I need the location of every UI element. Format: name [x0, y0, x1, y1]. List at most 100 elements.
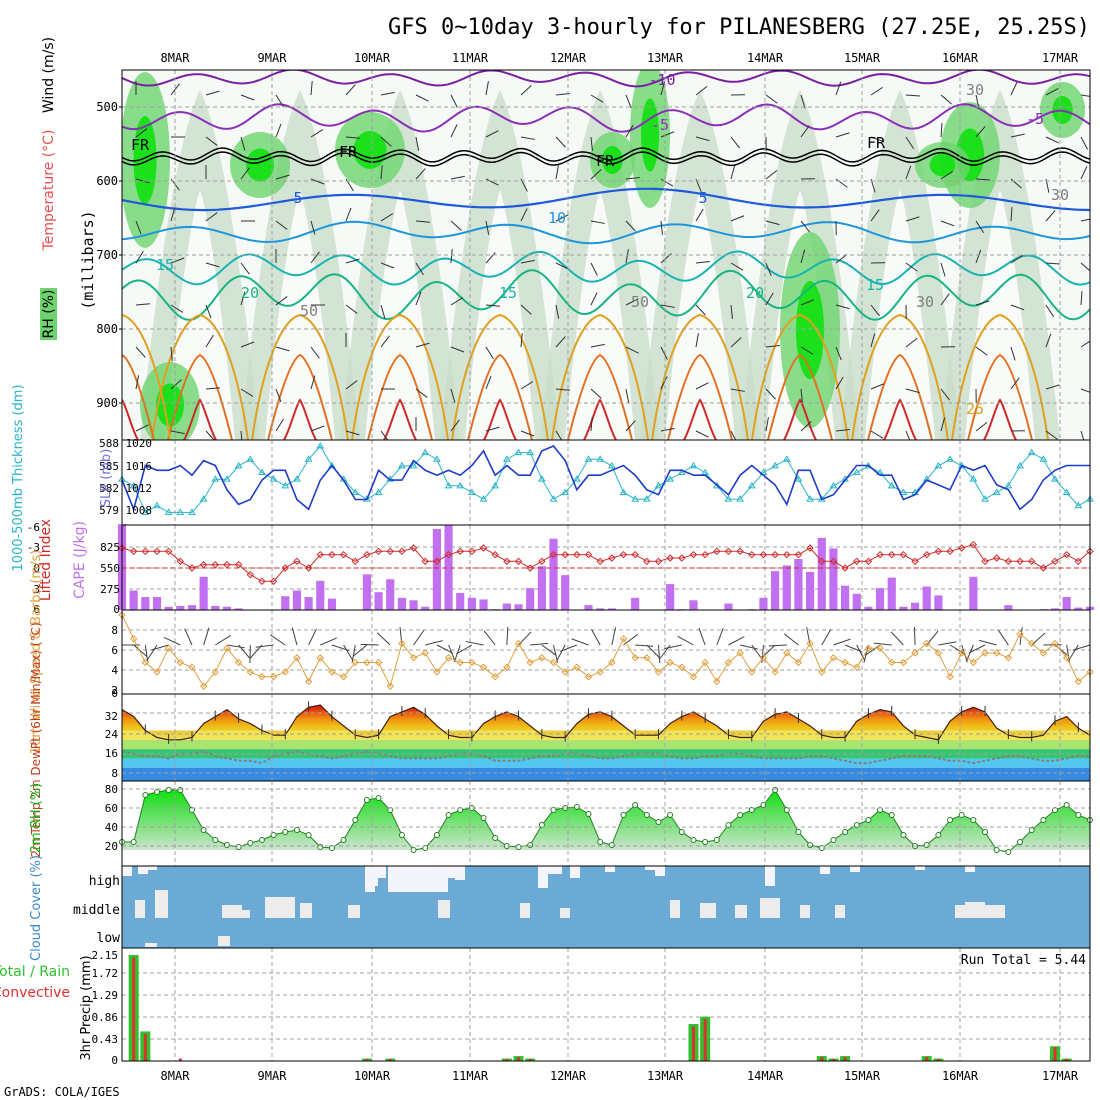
- temp-tick: 8: [111, 767, 118, 780]
- cape-bar: [922, 586, 931, 610]
- cape-bar: [479, 599, 488, 610]
- rh2m-marker: [445, 812, 452, 818]
- li-marker: [433, 557, 441, 566]
- wind-barb: [345, 258, 360, 264]
- cloud-high-block: [538, 866, 562, 874]
- cloud-high-cell: [147, 866, 157, 870]
- surface-wind-barb: [215, 635, 231, 646]
- li-marker: [864, 557, 873, 566]
- run-total-label: Run Total = 5.44: [961, 953, 1086, 968]
- li-marker: [211, 560, 220, 569]
- precip-tick: 2.15: [92, 949, 119, 962]
- cape-bar: [875, 588, 885, 610]
- upper-air-legend: Wind (m/s) Temperature (°C) RH (%): [40, 37, 57, 340]
- wind-speed-marker: [1074, 677, 1083, 686]
- rh2m-marker: [1017, 839, 1024, 845]
- cape-tick: 550: [100, 562, 120, 575]
- wind-barb: [625, 177, 640, 180]
- wind-barb: [135, 220, 142, 235]
- wind-barb: [415, 136, 420, 151]
- wind-barb: [1080, 166, 1088, 180]
- wind-barb: [975, 249, 982, 264]
- precip-convective-bar: [831, 1059, 835, 1061]
- li-marker: [689, 550, 698, 559]
- wind-speed-marker: [433, 668, 441, 676]
- thickness-marker: [246, 455, 255, 462]
- wind-barb: [205, 387, 220, 390]
- isotherm-30: [967, 353, 1033, 440]
- slp-line: [121, 445, 1090, 512]
- thickness-marker: [806, 495, 814, 502]
- surface-wind-barb: [559, 644, 578, 652]
- wind-speed-marker: [491, 673, 499, 681]
- thickness-marker: [642, 495, 651, 502]
- precip-convective-bar: [365, 1059, 369, 1061]
- precip-convective-bar: [1053, 1047, 1057, 1061]
- precip-convective-bar: [505, 1059, 509, 1061]
- isotherm-35: [483, 398, 517, 440]
- surface-wind-barb: [151, 644, 169, 651]
- li-marker: [818, 557, 826, 566]
- wind-barb: [870, 136, 885, 143]
- isotherm-30: [267, 353, 333, 440]
- li-marker: [619, 550, 628, 559]
- wind-barb: [800, 94, 806, 109]
- date-tick-top: 16MAR: [942, 51, 979, 65]
- wind-speed-marker: [409, 654, 418, 662]
- thickness-marker: [234, 461, 243, 469]
- wind-barb: [730, 215, 745, 222]
- wind-barb: [1045, 87, 1059, 96]
- isotherm-25: [122, 313, 171, 440]
- wind-barb: [450, 124, 458, 138]
- cape-bar: [199, 576, 208, 610]
- surface-wind-barb: [255, 644, 274, 648]
- wind-barb: [485, 346, 494, 360]
- wind-barb: [905, 94, 921, 97]
- wind-barb: [310, 425, 325, 432]
- wind-barb: [240, 430, 243, 440]
- precip-tick: 1.72: [92, 967, 119, 980]
- temp-axis-label: 2m Temp 2m DewPt (6hr Min/Max) (°C): [29, 622, 43, 857]
- thickness-marker: [129, 481, 138, 489]
- isotherm-30: [367, 353, 433, 440]
- rh2m-marker: [200, 827, 207, 833]
- surface-wind-barb: [483, 630, 496, 646]
- wind-barb: [520, 430, 535, 437]
- wind-barb: [345, 430, 360, 436]
- precip-convective-bar: [925, 1057, 929, 1061]
- wind-barb: [765, 262, 772, 277]
- li-marker: [339, 550, 348, 559]
- li-marker: [129, 547, 138, 556]
- wind-barb: [555, 430, 563, 440]
- contour-label: -5: [651, 116, 669, 134]
- wind-barb: [695, 261, 710, 264]
- wind-barb: [310, 346, 320, 359]
- rh2m-marker: [1075, 812, 1082, 818]
- cloud-middle-cell: [135, 900, 145, 918]
- wind-barb: [730, 165, 736, 180]
- wind-barb: [870, 209, 880, 222]
- wind-barb: [800, 346, 814, 355]
- wind-speed-marker: [421, 649, 429, 657]
- wind-barb: [135, 346, 146, 358]
- wind-speed-marker: [654, 668, 663, 676]
- rh2m-marker: [527, 842, 534, 848]
- precip-convective-bar: [178, 1058, 182, 1061]
- slp-axis-label: SLP (mb): [99, 449, 114, 508]
- wind-speed-marker: [561, 668, 569, 676]
- rh2m-marker: [223, 842, 230, 848]
- wind-barb: [870, 86, 884, 96]
- surface-wind-barb: [657, 644, 661, 663]
- rh2m-marker: [853, 822, 860, 828]
- cloud-level-high: high: [89, 874, 120, 889]
- thickness-marker: [1074, 501, 1083, 509]
- surface-wind-barb: [716, 628, 724, 646]
- wind-barb: [240, 291, 246, 306]
- surface-wind-barb: [1068, 644, 1079, 661]
- wind-barb: [450, 175, 465, 180]
- wind-barb: [940, 220, 955, 227]
- legend-temperature: Temperature (°C): [41, 130, 57, 252]
- wind-barb: [940, 417, 946, 432]
- surface-wind-barb: [611, 627, 617, 646]
- rh2m-marker: [632, 802, 639, 808]
